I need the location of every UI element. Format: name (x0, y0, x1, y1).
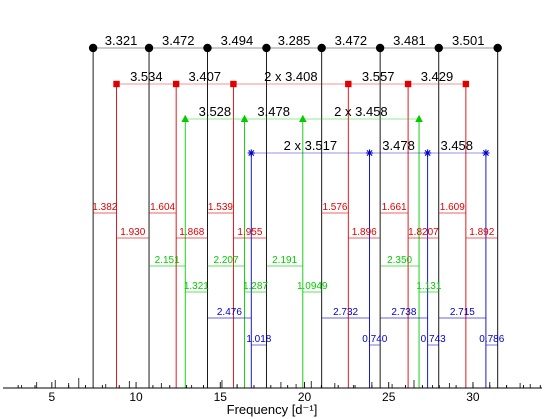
x-tick-label-0: 5 (49, 390, 56, 404)
chain-label-0-3: 3.285 (278, 33, 311, 48)
chain-label-1-2: 2 x 3.408 (264, 69, 318, 84)
spacing-label-22: 2.738 (391, 307, 416, 318)
chain-label-0-5: 3.481 (393, 33, 426, 48)
chain-marker-0-7 (493, 43, 502, 53)
spacing-label-27: 0.786 (479, 334, 504, 345)
spacing-label-7: 1.868 (179, 227, 204, 238)
x-axis: 5 10 15 20 25 30 (3, 382, 542, 404)
chain-label-1-4: 3.429 (421, 69, 454, 84)
spacing-label-16: 1.321 (184, 281, 209, 292)
chain-marker-0-2 (203, 43, 212, 53)
chain-label-1-1: 3.407 (189, 69, 222, 84)
spacing-label-17: 1.287 (243, 281, 268, 292)
spacing-label-13: 2.207 (213, 255, 238, 266)
x-tick-label-3: 20 (298, 390, 312, 404)
chain-label-0-6: 3.501 (452, 33, 485, 48)
spacing-label-12: 2.151 (155, 255, 180, 266)
spacing-label-11: 1.892 (469, 227, 494, 238)
chain-marker-1-4 (404, 80, 412, 88)
chain-marker-0-3 (262, 43, 271, 53)
chain-label-3-2: 3.458 (440, 138, 473, 153)
spacing-label-8: 1.955 (237, 227, 262, 238)
chain-label-0-0: 3.321 (105, 33, 138, 48)
chain-label-0-1: 3.472 (162, 33, 195, 48)
spacing-label-20: 2.476 (217, 307, 242, 318)
chain-marker-1-2 (230, 80, 237, 88)
spacing-label-0: 1.382 (92, 202, 117, 213)
chain-label-1-0: 3.534 (130, 69, 163, 84)
chain-label-0-4: 3.472 (335, 33, 368, 48)
spacing-label-23: 2.715 (450, 307, 475, 318)
chain-marker-0-0 (88, 43, 98, 53)
spacing-label-18: 1.0949 (297, 281, 328, 292)
spacing-label-1: 1.604 (150, 202, 175, 213)
spacing-label-5: 1.609 (440, 202, 465, 213)
spacing-chains: 3.321 3.472 3.494 3.285 3.472 3.481 3.501 3.534… (88, 33, 502, 157)
spacing-label-2: 1.539 (208, 202, 233, 213)
chain-label-3-0: 2 x 3.517 (284, 138, 338, 153)
chain-marker-2-2 (299, 114, 307, 122)
chain-marker-1-3 (345, 80, 352, 88)
chain-marker-0-4 (317, 43, 326, 53)
spacing-label-15: 2.350 (387, 255, 412, 266)
spacing-label-4: 1.661 (382, 202, 407, 213)
chain-marker-1-0 (113, 80, 120, 88)
chain-label-0-2: 3.494 (221, 33, 254, 48)
chain-marker-0-6 (434, 43, 443, 53)
spacing-label-21: 2.732 (333, 307, 358, 318)
x-axis-label: Frequency [d⁻¹] (227, 402, 318, 417)
chain-marker-3-2 (424, 149, 432, 157)
spacing-label-25: 0.740 (362, 334, 387, 345)
chain-label-1-3: 3.557 (362, 69, 395, 84)
chain-label-3-1: 3.478 (382, 138, 415, 153)
x-tick-label-4: 25 (382, 390, 396, 404)
chain-marker-2-3 (415, 114, 423, 122)
chain-label-2-1: 3.478 (257, 104, 290, 119)
spacing-label-26: 0.743 (421, 334, 446, 345)
chain-marker-3-0 (247, 149, 255, 157)
chain-marker-3-1 (365, 149, 374, 157)
minor-lines (21, 378, 531, 388)
spacing-label-14: 2.191 (272, 255, 297, 266)
x-tick-label-5: 30 (466, 390, 480, 404)
peak-lines (92, 48, 499, 388)
chain-marker-1-5 (462, 80, 470, 88)
chain-marker-0-1 (144, 43, 154, 53)
spacing-label-9: 1.896 (352, 227, 377, 238)
chain-label-2-0: 3.528 (199, 104, 232, 119)
chain-marker-1-1 (172, 80, 180, 88)
spacing-annotations: 1.382 1.604 1.539 1.576 1.661 1.609 1.930 1.868… (92, 202, 505, 346)
spacing-label-10: 1.8207 (408, 227, 439, 238)
chain-marker-3-3 (482, 149, 490, 157)
spacing-label-24: 1.018 (246, 334, 271, 345)
x-tick-label-2: 15 (214, 390, 228, 404)
chain-marker-0-5 (375, 43, 385, 53)
x-tick-label-1: 10 (129, 390, 143, 404)
spacing-label-19: 1.131 (416, 281, 441, 292)
chain-marker-2-0 (181, 114, 190, 122)
spacing-label-3: 1.576 (322, 202, 347, 213)
chain-marker-2-1 (240, 114, 249, 122)
chain-label-2-2: 2 x 3.458 (334, 104, 388, 119)
spacing-label-6: 1.930 (120, 227, 145, 238)
